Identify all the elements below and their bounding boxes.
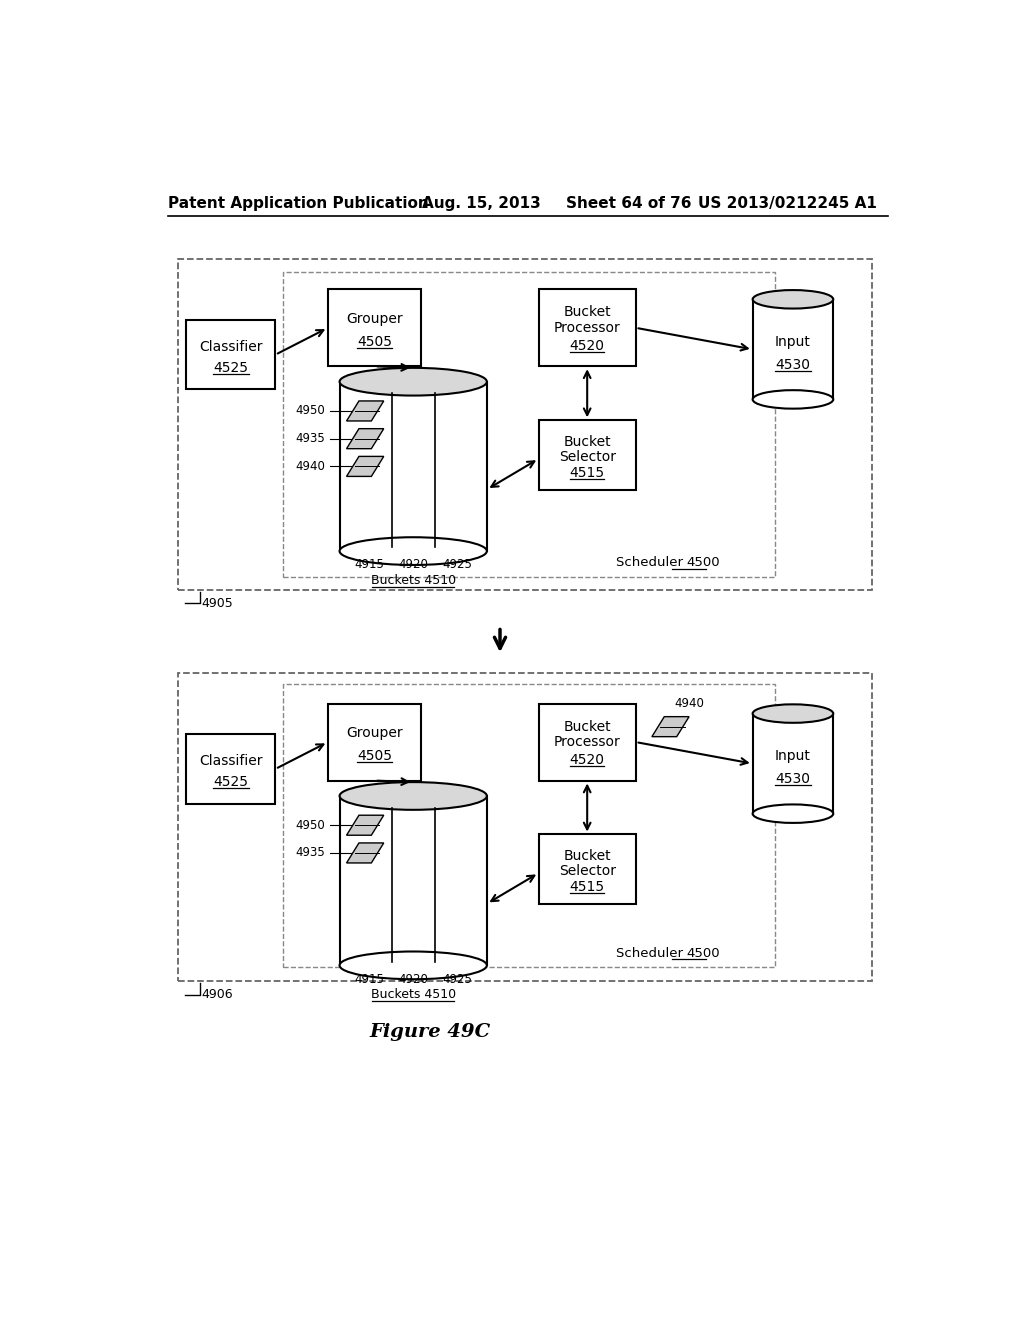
- Text: 4505: 4505: [357, 335, 392, 348]
- Bar: [328, 704, 421, 780]
- Text: Classifier: Classifier: [199, 754, 262, 768]
- Text: Buckets 4510: Buckets 4510: [371, 574, 456, 587]
- Bar: [539, 834, 636, 904]
- Text: 4935: 4935: [295, 432, 325, 445]
- Polygon shape: [652, 717, 689, 737]
- Text: 4515: 4515: [569, 880, 605, 894]
- Bar: [753, 300, 834, 400]
- Text: Processor: Processor: [554, 735, 621, 748]
- Bar: [539, 704, 636, 780]
- Bar: [340, 381, 486, 552]
- Bar: [753, 714, 834, 813]
- Text: Buckets 4510: Buckets 4510: [371, 989, 456, 1001]
- Text: 4920: 4920: [398, 558, 428, 572]
- Text: Aug. 15, 2013: Aug. 15, 2013: [423, 195, 542, 211]
- Ellipse shape: [340, 537, 486, 565]
- Text: 4520: 4520: [569, 752, 605, 767]
- Text: 4935: 4935: [295, 846, 325, 859]
- Polygon shape: [346, 457, 384, 477]
- Text: US 2013/0212245 A1: US 2013/0212245 A1: [697, 195, 877, 211]
- Text: 4515: 4515: [569, 466, 605, 479]
- Ellipse shape: [753, 804, 834, 822]
- Bar: [340, 796, 486, 965]
- Text: 4915: 4915: [354, 973, 384, 986]
- Text: Bucket: Bucket: [563, 434, 611, 449]
- Text: Selector: Selector: [559, 865, 615, 878]
- Text: 4940: 4940: [295, 459, 325, 473]
- Text: Selector: Selector: [559, 450, 615, 465]
- Text: Input: Input: [775, 335, 811, 348]
- Bar: [186, 321, 275, 389]
- Text: Patent Application Publication: Patent Application Publication: [168, 195, 429, 211]
- Text: 4915: 4915: [354, 558, 384, 572]
- Text: 4906: 4906: [202, 989, 233, 1001]
- Bar: [539, 420, 636, 490]
- Text: 4525: 4525: [213, 775, 248, 789]
- Bar: [186, 734, 275, 804]
- Text: Scheduler: Scheduler: [616, 556, 687, 569]
- Text: Classifier: Classifier: [199, 341, 262, 354]
- Bar: [178, 259, 872, 590]
- Text: 4940: 4940: [675, 697, 705, 710]
- Text: Bucket: Bucket: [563, 305, 611, 319]
- Text: Input: Input: [775, 748, 811, 763]
- Text: 4950: 4950: [295, 818, 325, 832]
- Text: 4525: 4525: [213, 360, 248, 375]
- Bar: [539, 289, 636, 367]
- Text: Bucket: Bucket: [563, 719, 611, 734]
- Text: 4530: 4530: [775, 358, 810, 372]
- Text: 4925: 4925: [442, 973, 472, 986]
- Text: Sheet 64 of 76: Sheet 64 of 76: [566, 195, 691, 211]
- Text: 4920: 4920: [398, 973, 428, 986]
- Ellipse shape: [340, 368, 486, 396]
- Text: Grouper: Grouper: [346, 312, 402, 326]
- Ellipse shape: [753, 705, 834, 723]
- Ellipse shape: [340, 952, 486, 979]
- Polygon shape: [346, 816, 384, 836]
- Text: 4925: 4925: [442, 558, 472, 572]
- Text: 4500: 4500: [686, 946, 720, 960]
- Ellipse shape: [340, 781, 486, 810]
- Text: 4530: 4530: [775, 772, 810, 785]
- Text: 4520: 4520: [569, 338, 605, 352]
- Text: 4950: 4950: [295, 404, 325, 417]
- Ellipse shape: [753, 290, 834, 309]
- Text: 4905: 4905: [202, 597, 233, 610]
- Text: 4505: 4505: [357, 748, 392, 763]
- Text: Bucket: Bucket: [563, 849, 611, 863]
- Text: 4500: 4500: [686, 556, 720, 569]
- Text: Figure 49C: Figure 49C: [370, 1023, 490, 1041]
- Text: Scheduler: Scheduler: [616, 946, 687, 960]
- Ellipse shape: [753, 391, 834, 409]
- Bar: [283, 684, 775, 966]
- Bar: [178, 673, 872, 981]
- Bar: [283, 272, 775, 577]
- Text: Processor: Processor: [554, 321, 621, 335]
- Bar: [328, 289, 421, 367]
- Polygon shape: [346, 843, 384, 863]
- Polygon shape: [346, 401, 384, 421]
- Polygon shape: [346, 429, 384, 449]
- Text: Grouper: Grouper: [346, 726, 402, 739]
